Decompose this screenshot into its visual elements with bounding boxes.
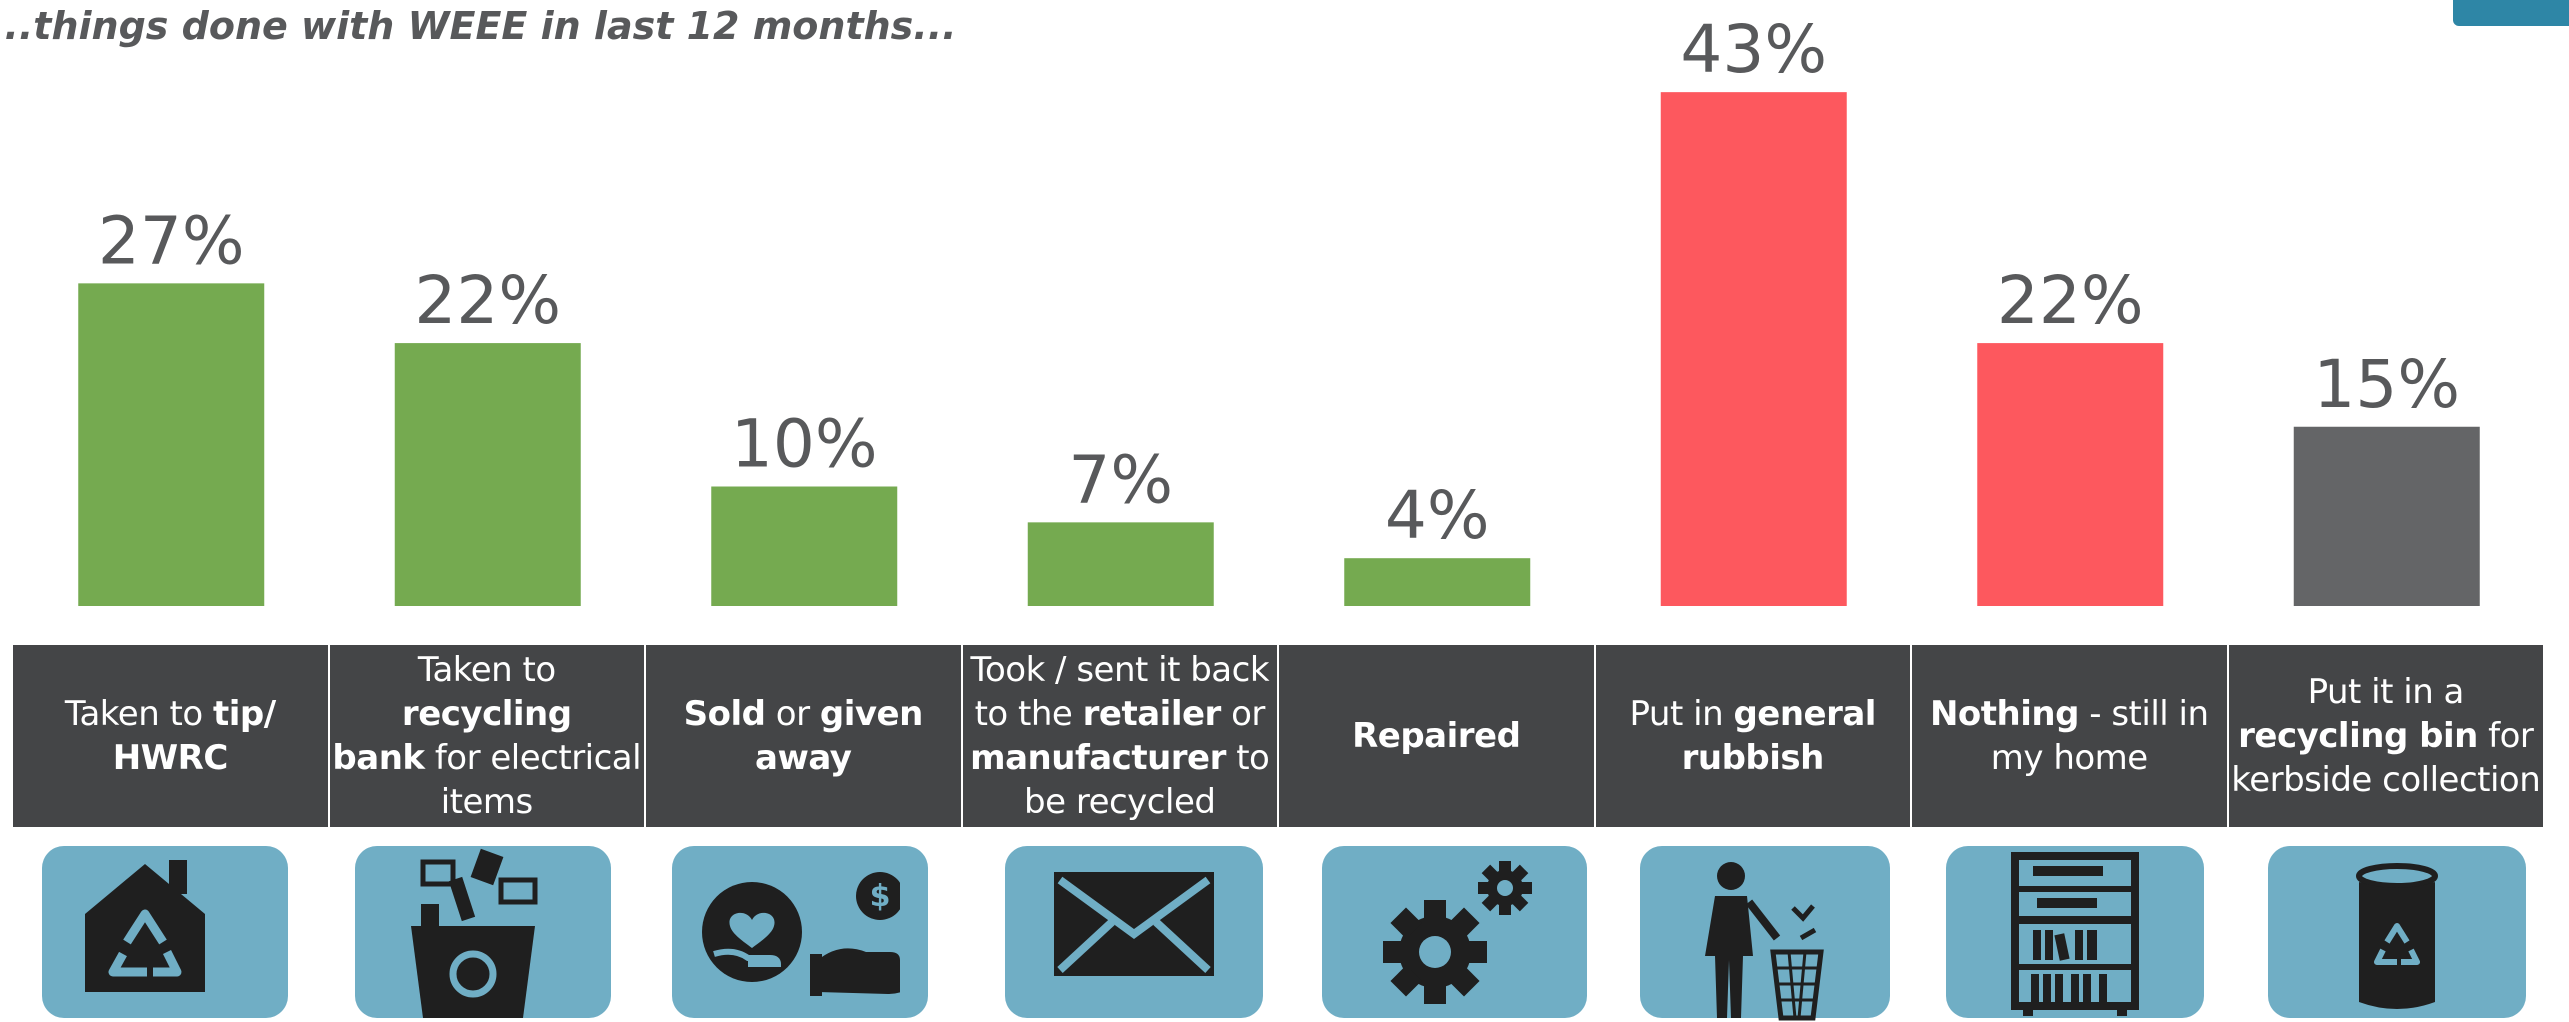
icon-tile-5 xyxy=(1322,846,1587,1018)
category-label-4: Took / sent it back to the retailer or man… xyxy=(962,645,1277,827)
value-label-7: 22% xyxy=(1997,262,2144,339)
icon-tile-4 xyxy=(1005,846,1263,1018)
recycling-bin-icon xyxy=(2297,842,2497,1022)
value-label-4: 7% xyxy=(1068,441,1173,518)
gears-icon xyxy=(1355,842,1555,1022)
category-label-5: Repaired xyxy=(1279,645,1594,827)
icon-tile-3: $ xyxy=(672,846,928,1018)
envelope-icon xyxy=(1034,842,1234,1022)
bar-3 xyxy=(711,486,898,606)
bar-chart: 27% 22% 10% 7% 4% 43% 22% 15% xyxy=(78,11,2480,606)
bookshelf-icon xyxy=(1975,842,2175,1022)
bar-7 xyxy=(1977,343,2164,606)
value-label-5: 4% xyxy=(1385,477,1490,554)
value-label-2: 22% xyxy=(414,262,561,339)
category-label-8: Put it in a recycling bin for kerbside col… xyxy=(2228,645,2543,827)
bar-6 xyxy=(1660,92,1847,606)
electronics-recycling-box-icon xyxy=(383,842,583,1022)
bar-1 xyxy=(78,283,265,606)
icon-tile-7 xyxy=(1946,846,2204,1018)
svg-text:$: $ xyxy=(870,879,891,914)
category-label-2: Taken to recycling bank for electrical ite… xyxy=(329,645,644,827)
hand-heart-money-icon: $ xyxy=(700,842,900,1022)
icon-tile-8 xyxy=(2268,846,2526,1018)
chart-title: ...things done with WEEE in last 12 mont… xyxy=(0,4,957,48)
value-label-8: 15% xyxy=(2313,346,2460,423)
category-label-6: Put in general rubbish xyxy=(1595,645,1910,827)
bar-8 xyxy=(2293,426,2480,606)
category-label-1: Taken to tip/HWRC xyxy=(13,645,328,827)
recycling-house-icon xyxy=(65,842,265,1022)
bar-5 xyxy=(1344,558,1531,606)
bar-2 xyxy=(394,343,581,606)
value-label-3: 10% xyxy=(731,406,878,483)
icon-tile-1 xyxy=(42,846,288,1018)
category-label-3: Sold or given away xyxy=(646,645,961,827)
icon-tile-2 xyxy=(355,846,611,1018)
category-label-7: Nothing - still in my home xyxy=(1912,645,2227,827)
value-label-1: 27% xyxy=(98,202,245,279)
icon-tile-6 xyxy=(1640,846,1890,1021)
bar-4 xyxy=(1027,522,1214,606)
person-trash-bin-icon xyxy=(1665,842,1865,1022)
corner-badge xyxy=(2453,0,2569,26)
value-label-6: 43% xyxy=(1680,11,1827,88)
